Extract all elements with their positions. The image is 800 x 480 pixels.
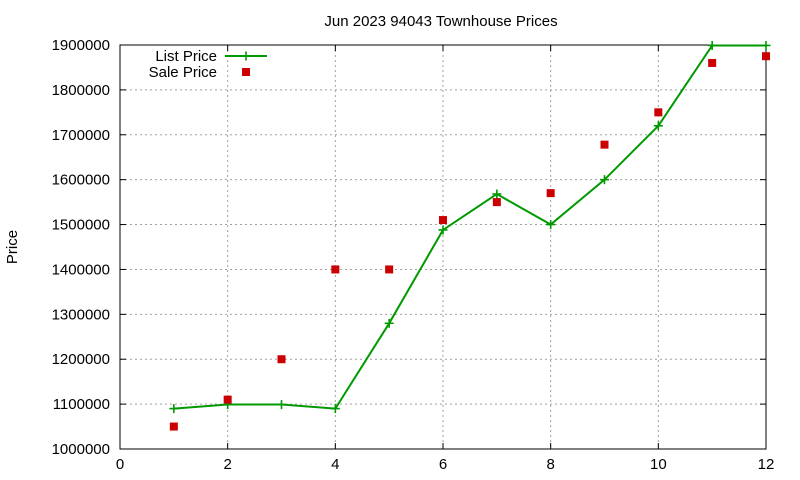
list-price-point xyxy=(330,404,340,414)
y-tick-label: 1500000 xyxy=(52,217,110,234)
legend-label-sale-price: Sale Price xyxy=(149,64,217,81)
sale-price-point xyxy=(169,422,178,431)
sale-price-point xyxy=(654,108,663,117)
sale-price-point xyxy=(546,189,555,198)
sale-price-point xyxy=(708,58,717,67)
y-tick-label: 1100000 xyxy=(53,396,110,413)
sale-price-point xyxy=(600,140,609,149)
legend-marker xyxy=(242,68,250,76)
list-price-point xyxy=(761,40,771,50)
legend: List Price Sale Price xyxy=(149,48,267,81)
series-list-price xyxy=(169,40,771,414)
y-tick-label: 1000000 xyxy=(52,441,110,458)
sale-price-point xyxy=(223,395,232,404)
list-price-point xyxy=(384,318,394,328)
legend-label-list-price: List Price xyxy=(155,48,217,65)
axis-ticks: 0 2 4 6 8 10 12 1000000 1100000 1200000 1300000 140… xyxy=(52,37,775,473)
legend-sample-list-price xyxy=(225,51,267,61)
chart-title: Jun 2023 94043 Townhouse Prices xyxy=(324,13,557,30)
list-price-point xyxy=(707,40,717,50)
list-price-line xyxy=(173,44,766,410)
y-tick-label: 1200000 xyxy=(52,351,110,368)
x-tick-label: 0 xyxy=(116,456,124,473)
list-price-point xyxy=(653,121,663,131)
x-tick-label: 4 xyxy=(331,456,339,473)
x-tick-label: 6 xyxy=(439,456,447,473)
x-tick-label: 12 xyxy=(758,456,775,473)
sale-price-point xyxy=(277,355,286,364)
y-tick-label: 1400000 xyxy=(52,261,110,278)
sale-price-point xyxy=(492,198,501,207)
list-price-point xyxy=(600,175,609,185)
sale-price-point xyxy=(762,52,770,61)
list-price-point xyxy=(438,225,448,235)
list-price-point xyxy=(492,189,502,199)
sale-price-point xyxy=(439,216,447,225)
y-tick-label: 1600000 xyxy=(52,172,110,189)
sale-price-point xyxy=(331,265,340,274)
y-tick-label: 1300000 xyxy=(52,306,110,323)
list-price-point xyxy=(546,220,556,230)
y-tick-label: 1800000 xyxy=(52,82,110,99)
sale-price-point xyxy=(385,265,394,274)
x-tick-label: 8 xyxy=(546,456,554,473)
y-tick-label: 1700000 xyxy=(52,127,110,144)
series-sale-price xyxy=(169,52,770,431)
grid xyxy=(120,45,766,449)
y-tick-label: 1900000 xyxy=(52,37,110,54)
x-tick-label: 2 xyxy=(223,456,231,473)
legend-marker xyxy=(241,51,251,61)
legend-sample-sale-price xyxy=(242,68,250,76)
list-price-point xyxy=(277,400,286,410)
list-price-point xyxy=(169,404,179,414)
y-axis-label: Price xyxy=(4,230,21,264)
x-tick-label: 10 xyxy=(650,456,667,473)
series xyxy=(169,40,771,431)
